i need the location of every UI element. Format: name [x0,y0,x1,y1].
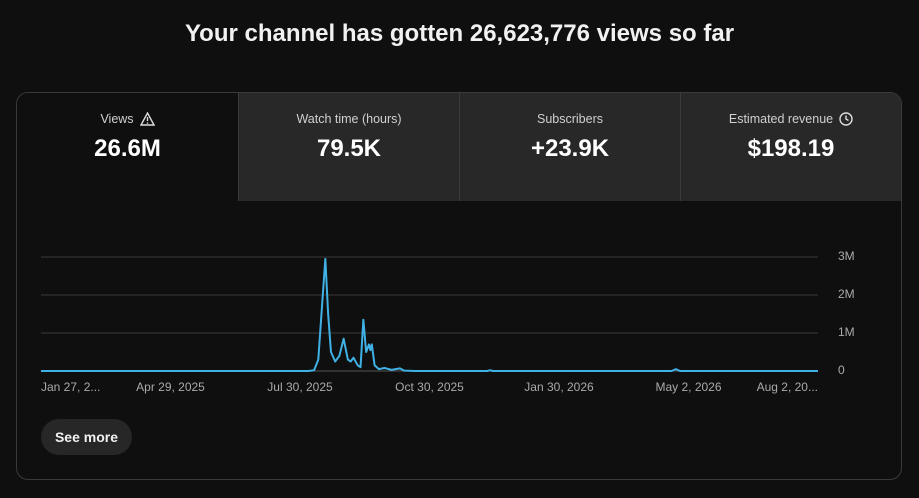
tab-value: $198.19 [747,135,835,162]
tab-label: Subscribers [537,112,603,126]
see-more-button[interactable]: See more [41,419,132,455]
tab-value: 26.6M [94,135,161,162]
x-tick-label: Aug 2, 20... [757,380,818,394]
y-tick-label: 0 [838,363,845,377]
views-line [41,257,818,372]
tab-value: +23.9K [530,135,610,162]
tab[interactable]: Views 26.6M [17,93,238,201]
tab[interactable]: Watch time (hours) 79.5K [238,93,459,201]
y-tick-label: 1M [838,325,855,339]
clock-icon [839,112,853,126]
x-tick-label: Apr 29, 2025 [136,380,205,394]
x-tick-label: Jul 30, 2025 [267,380,333,394]
tab[interactable]: Estimated revenue $198.19 [680,93,901,201]
tab-value: 79.5K [316,135,382,162]
x-tick-label: May 2, 2026 [655,380,721,394]
x-tick-label: Oct 30, 2025 [395,380,464,394]
x-tick-label: Jan 27, 2... [41,380,100,394]
warning-icon [139,112,155,126]
y-tick-label: 3M [838,249,855,263]
analytics-card: Views 26.6M Watch time (hours) 79.5K Sub… [16,92,902,480]
tab-label: Estimated revenue [728,112,834,126]
x-tick-label: Jan 30, 2026 [524,380,594,394]
y-tick-label: 2M [838,287,855,301]
tab-label: Views [100,112,134,126]
tab[interactable]: Subscribers +23.9K [459,93,680,201]
page-title: Your channel has gotten 26,623,776 views… [184,20,735,47]
tab-label: Watch time (hours) [296,112,402,126]
